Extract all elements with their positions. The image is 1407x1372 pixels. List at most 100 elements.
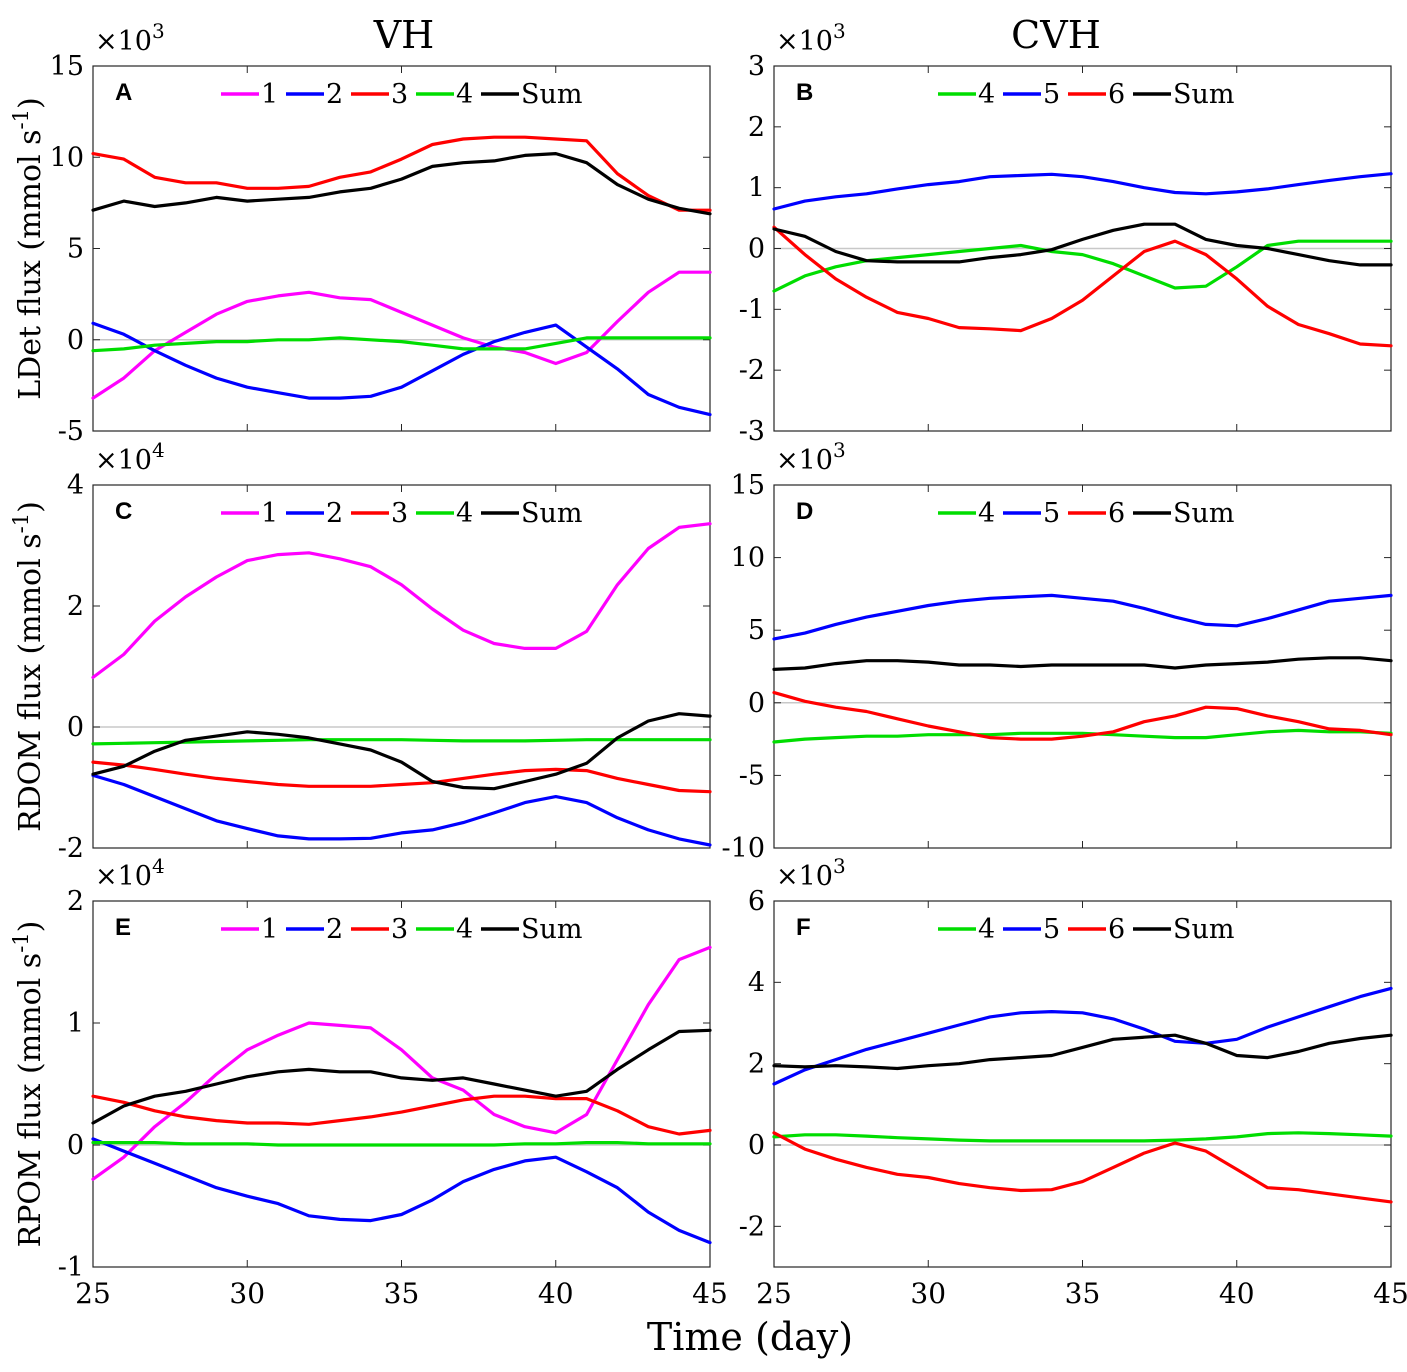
scale-base: ×10 bbox=[776, 861, 833, 892]
series-line-sum bbox=[91, 1028, 712, 1125]
y-axis-label-exponent: -1 bbox=[9, 109, 33, 129]
legend-label-4: 4 bbox=[978, 79, 995, 110]
legend-label-1: 1 bbox=[261, 914, 278, 945]
y-axis-label-close: ) bbox=[13, 921, 48, 933]
x-tick-label: 45 bbox=[692, 1277, 728, 1310]
y-tick-label: -5 bbox=[739, 760, 765, 791]
y-axis-label: RDOM flux (mmol s-1) bbox=[9, 501, 48, 832]
scale-base: ×10 bbox=[95, 445, 152, 476]
scale-base: ×10 bbox=[95, 861, 152, 892]
legend-label-4: 4 bbox=[456, 79, 473, 110]
series-line-4 bbox=[91, 336, 712, 353]
legend-label-3: 3 bbox=[391, 498, 408, 529]
panel-label: D bbox=[796, 498, 813, 525]
legend-label-sum: Sum bbox=[521, 498, 583, 529]
column-title-cvh: CVH bbox=[1011, 13, 1101, 57]
series-line-2 bbox=[91, 1137, 712, 1245]
y-tick-label: 0 bbox=[67, 712, 84, 743]
legend: 4 5 6 Sum bbox=[938, 79, 1235, 110]
x-tick-label: 45 bbox=[1373, 1277, 1407, 1310]
y-tick-label: 10 bbox=[50, 142, 84, 173]
legend-label-6: 6 bbox=[1108, 914, 1125, 945]
axes-box bbox=[92, 484, 711, 849]
series-line-sum bbox=[91, 712, 712, 791]
x-tick-label: 25 bbox=[756, 1277, 792, 1310]
series-line-5 bbox=[772, 172, 1393, 211]
scale-base: ×10 bbox=[95, 26, 152, 57]
y-tick-label: 2 bbox=[748, 112, 765, 143]
series-line-5 bbox=[772, 593, 1393, 641]
y-tick-label: 0 bbox=[748, 1130, 765, 1161]
x-tick-label: 30 bbox=[910, 1277, 946, 1310]
scale-factor: ×103 bbox=[776, 438, 846, 476]
y-tick-label: 1 bbox=[67, 1008, 84, 1039]
scale-factor: ×103 bbox=[776, 854, 846, 892]
y-tick-label: -3 bbox=[739, 416, 765, 447]
series-line-3 bbox=[91, 1094, 712, 1136]
y-tick-label: -2 bbox=[739, 355, 765, 386]
legend-label-sum: Sum bbox=[521, 914, 583, 945]
panel-label: B bbox=[796, 79, 813, 106]
y-axis-label-exponent: -1 bbox=[9, 932, 33, 952]
y-tick-label: 4 bbox=[748, 967, 765, 998]
scale-factor: ×103 bbox=[776, 19, 846, 57]
scale-exponent: 3 bbox=[833, 854, 846, 878]
y-axis-label-exponent: -1 bbox=[9, 513, 33, 533]
scale-exponent: 4 bbox=[152, 438, 165, 462]
scale-exponent: 3 bbox=[833, 19, 846, 43]
y-tick-label: 2 bbox=[67, 886, 84, 917]
legend-label-5: 5 bbox=[1043, 79, 1060, 110]
y-tick-label: 6 bbox=[748, 886, 765, 917]
legend-label-6: 6 bbox=[1108, 498, 1125, 529]
series-line-1 bbox=[91, 270, 712, 400]
legend-label-4: 4 bbox=[978, 498, 995, 529]
legend-label-sum: Sum bbox=[1173, 914, 1235, 945]
y-tick-label: 2 bbox=[67, 591, 84, 622]
panel-label: E bbox=[115, 914, 131, 941]
series-line-4 bbox=[91, 1140, 712, 1147]
panel-label: A bbox=[115, 79, 132, 106]
axes-box bbox=[92, 65, 711, 432]
legend-label-2: 2 bbox=[326, 498, 343, 529]
x-tick-label: 40 bbox=[1219, 1277, 1255, 1310]
scale-factor: ×104 bbox=[95, 438, 165, 476]
legend-label-2: 2 bbox=[326, 79, 343, 110]
legend-label-sum: Sum bbox=[1173, 498, 1235, 529]
series-line-2 bbox=[91, 321, 712, 417]
legend-label-4: 4 bbox=[456, 914, 473, 945]
x-tick-label: 40 bbox=[538, 1277, 574, 1310]
series-line-4 bbox=[91, 738, 712, 746]
x-tick-label: 30 bbox=[229, 1277, 265, 1310]
y-tick-label: 3 bbox=[748, 51, 765, 82]
legend-label-5: 5 bbox=[1043, 914, 1060, 945]
scale-base: ×10 bbox=[776, 26, 833, 57]
legend: 1 2 3 4 Sum bbox=[221, 498, 583, 529]
series-line-6 bbox=[772, 1131, 1393, 1204]
series-line-sum bbox=[772, 222, 1393, 267]
series-line-1 bbox=[91, 522, 712, 680]
scale-factor: ×104 bbox=[95, 854, 165, 892]
panel-label: F bbox=[796, 914, 811, 941]
y-axis-label-text: RDOM flux (mmol s bbox=[13, 533, 48, 831]
legend: 4 5 6 Sum bbox=[938, 498, 1235, 529]
series-line-4 bbox=[772, 728, 1393, 744]
scale-exponent: 3 bbox=[833, 438, 846, 462]
legend-label-1: 1 bbox=[261, 498, 278, 529]
legend-label-2: 2 bbox=[326, 914, 343, 945]
y-tick-label: 15 bbox=[731, 470, 765, 501]
series-line-5 bbox=[772, 986, 1393, 1086]
scale-exponent: 3 bbox=[152, 19, 165, 43]
axes-box bbox=[773, 900, 1392, 1268]
scale-base: ×10 bbox=[776, 445, 833, 476]
x-tick-label: 25 bbox=[75, 1277, 111, 1310]
y-tick-label: -1 bbox=[58, 1252, 84, 1283]
legend-label-3: 3 bbox=[391, 79, 408, 110]
series-line-2 bbox=[91, 773, 712, 847]
y-axis-label-text: LDet flux (mmol s bbox=[13, 129, 48, 399]
panel-d: -10 -5 0 5 10 15 ×103 D 4 5 6 Sum bbox=[722, 438, 1393, 864]
x-tick-label: 35 bbox=[1065, 1277, 1101, 1310]
